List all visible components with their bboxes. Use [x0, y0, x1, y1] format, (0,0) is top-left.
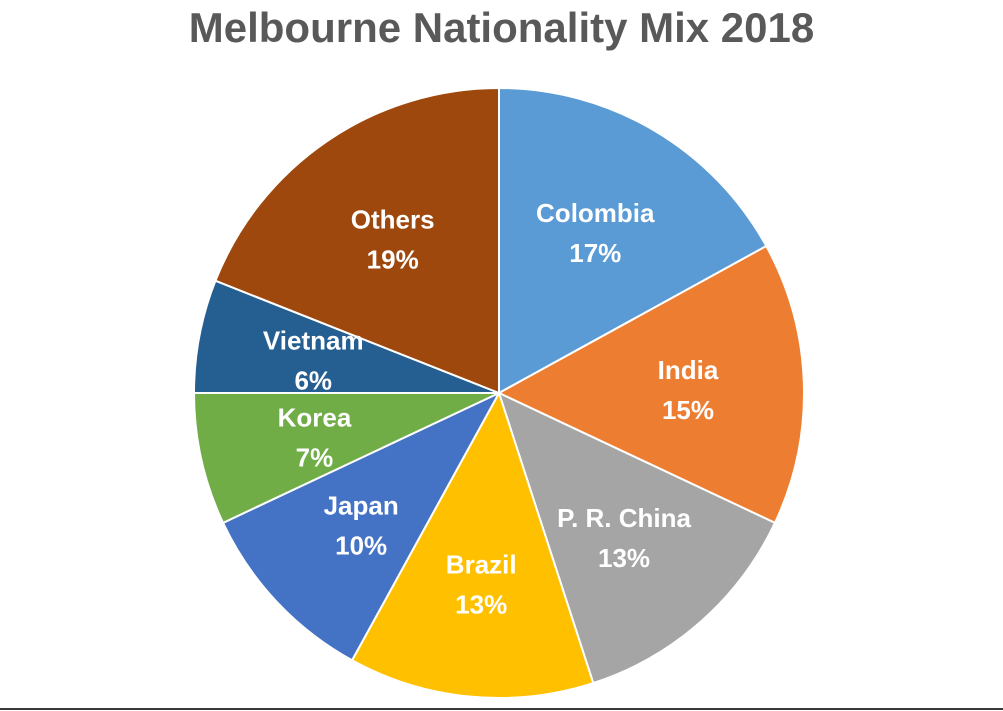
pie-slice-others	[214, 86, 500, 395]
slice-value-p-r-china: 13%	[598, 543, 650, 573]
bottom-divider	[0, 708, 1003, 710]
slice-value-japan: 10%	[335, 530, 387, 560]
slice-label-others: Others	[351, 205, 435, 235]
slice-label-brazil: Brazil	[446, 549, 517, 579]
slice-value-colombia: 17%	[569, 238, 621, 268]
slice-label-india: India	[658, 355, 719, 385]
chart-title: Melbourne Nationality Mix 2018	[188, 4, 815, 51]
slice-value-korea: 7%	[296, 442, 334, 472]
slice-value-brazil: 13%	[455, 589, 507, 619]
pie-slice-brazil	[350, 390, 595, 699]
slice-label-japan: Japan	[324, 490, 399, 520]
slice-label-korea: Korea	[278, 402, 352, 432]
slice-label-p-r-china: P. R. China	[557, 503, 691, 533]
slice-label-vietnam: Vietnam	[263, 326, 364, 356]
slice-value-india: 15%	[662, 395, 714, 425]
slice-value-vietnam: 6%	[294, 366, 332, 396]
pie-slice-india	[496, 244, 805, 525]
slice-label-colombia: Colombia	[536, 198, 655, 228]
pie-slices	[192, 86, 805, 699]
pie-slice-korea	[192, 392, 500, 525]
pie-slice-p-r-china	[497, 391, 777, 685]
pie-labels: Colombia 17% India 15% P. R. China 13% Brazil 1…	[263, 198, 719, 619]
pie-slice-colombia	[498, 86, 768, 395]
pie-slice-japan	[221, 390, 502, 662]
slice-value-others: 19%	[367, 245, 419, 275]
